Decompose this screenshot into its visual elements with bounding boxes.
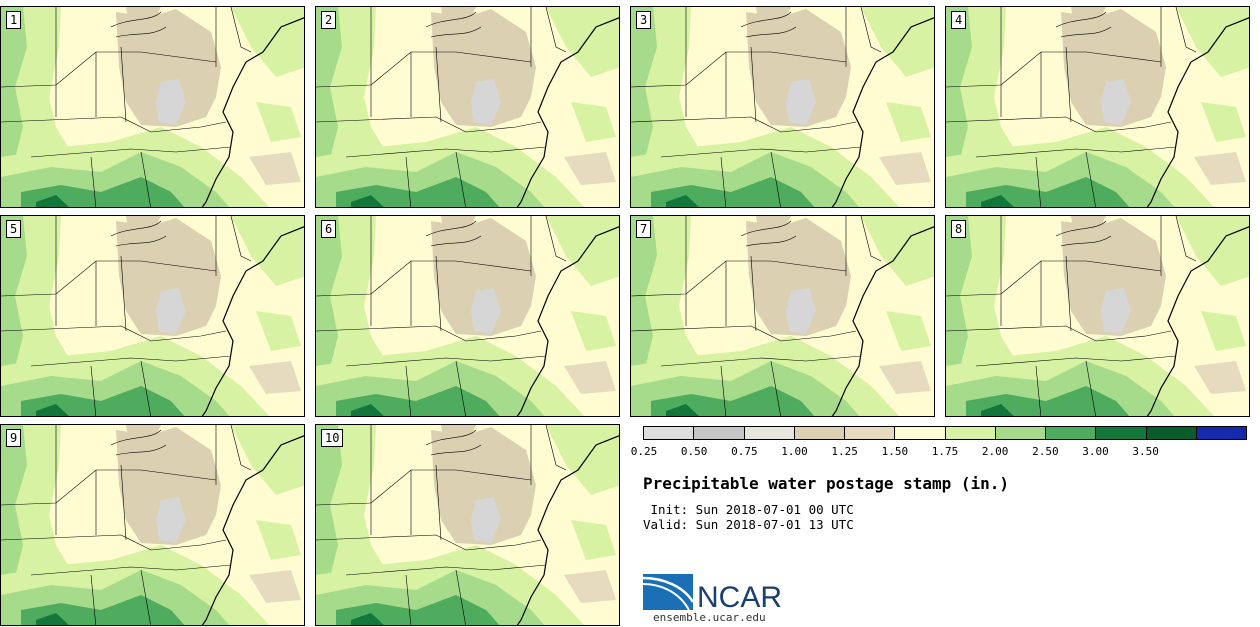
colorbar-segment: [1145, 427, 1196, 439]
colorbar-tick-label: 3.00: [1082, 445, 1109, 458]
colorbar-segment: [644, 427, 694, 439]
map-panel-8: 8: [945, 215, 1250, 417]
colorbar: [643, 426, 1247, 440]
map-panel-10: 10: [315, 424, 620, 626]
map-panel-7: 7: [630, 215, 935, 417]
precipitable-water-map: [1, 425, 304, 625]
init-time: Init: Sun 2018-07-01 00 UTC: [643, 502, 854, 517]
member-label: 6: [321, 220, 337, 238]
logo-text: NCAR: [697, 581, 782, 612]
colorbar-ticks: 0.25 0.50 0.75 1.00 1.25 1.50 1.75 2.00 2.50 3.00…: [630, 445, 1260, 459]
colorbar-segment: [693, 427, 744, 439]
precipitable-water-map: [631, 7, 934, 207]
precipitable-water-map: [946, 7, 1249, 207]
colorbar-tick-label: 2.00: [981, 445, 1009, 458]
colorbar-tick-label: 0.50: [680, 445, 708, 458]
colorbar-segment: [944, 427, 995, 439]
precipitable-water-map: [946, 216, 1249, 416]
map-panel-3: 3: [630, 6, 935, 208]
colorbar-segment: [994, 427, 1045, 439]
colorbar-segment: [1045, 427, 1096, 439]
colorbar-tick-label: 0.75: [731, 445, 758, 458]
member-label: 4: [951, 11, 967, 29]
map-panel-9: 9: [0, 424, 305, 626]
precipitable-water-map: [316, 7, 619, 207]
member-label: 8: [951, 220, 967, 238]
logo-url: ensemble.ucar.edu: [653, 611, 766, 624]
map-panel-4: 4: [945, 6, 1250, 208]
valid-time: Valid: Sun 2018-07-01 13 UTC: [643, 517, 854, 532]
colorbar-segment: [743, 427, 794, 439]
map-panel-1: 1: [0, 6, 305, 208]
precipitable-water-map: [1, 216, 304, 416]
colorbar-segment: [844, 427, 895, 439]
ncar-logo: NCAR: [643, 574, 782, 612]
colorbar-segment: [894, 427, 945, 439]
map-panel-5: 5: [0, 215, 305, 417]
chart-title: Precipitable water postage stamp (in.): [643, 474, 1010, 493]
precipitable-water-map: [1, 7, 304, 207]
precipitable-water-map: [316, 216, 619, 416]
colorbar-tick-label: 2.50: [1032, 445, 1059, 458]
member-label: 9: [6, 429, 22, 447]
precipitable-water-map: [316, 425, 619, 625]
member-label: 7: [636, 220, 652, 238]
colorbar-tick-label: 1.75: [931, 445, 959, 458]
colorbar-tick-label: 1.50: [881, 445, 909, 458]
precipitable-water-map: [631, 216, 934, 416]
member-label: 2: [321, 11, 337, 29]
member-label: 3: [636, 11, 652, 29]
member-label: 1: [6, 11, 22, 29]
colorbar-tick-label: 1.00: [781, 445, 808, 458]
colorbar-tick-label: 1.25: [831, 445, 858, 458]
map-panel-6: 6: [315, 215, 620, 417]
member-label: 5: [6, 220, 22, 238]
colorbar-tick-label: 0.25: [630, 445, 658, 458]
colorbar-segment: [1195, 427, 1246, 439]
colorbar-segment: [793, 427, 844, 439]
colorbar-tick-label: 3.50: [1132, 445, 1159, 458]
map-panel-2: 2: [315, 6, 620, 208]
colorbar-segment: [1095, 427, 1146, 439]
member-label: 10: [321, 429, 344, 447]
